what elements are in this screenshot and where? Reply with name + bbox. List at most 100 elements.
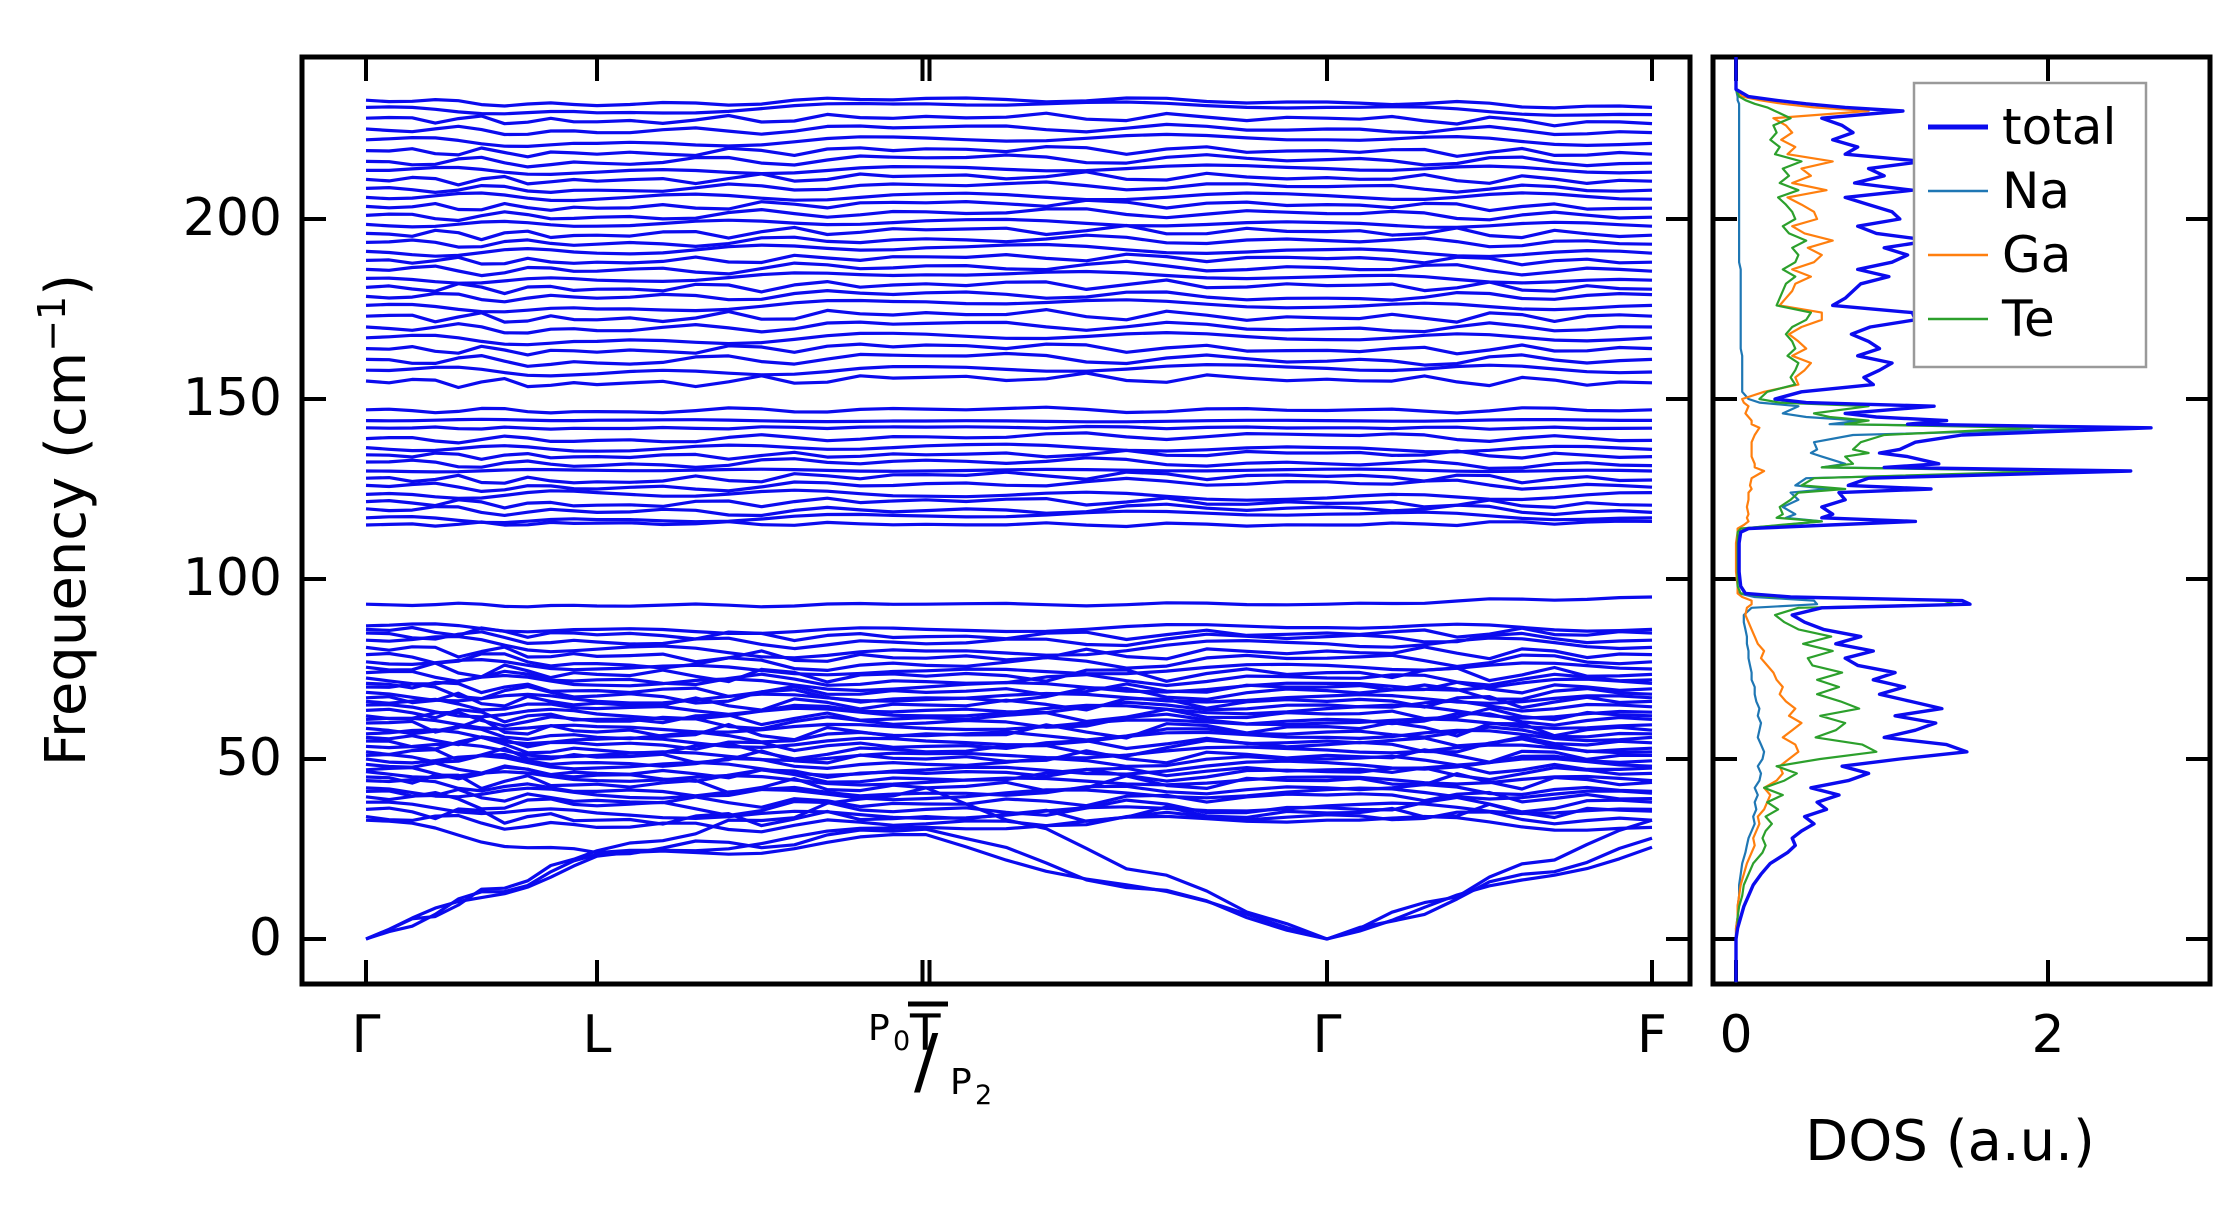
band-line (365, 770, 1653, 787)
band-line (365, 132, 1653, 148)
t-point: T (909, 1004, 941, 1062)
xtick-label-P0-P2: P 0 T / P 2 (868, 1001, 992, 1111)
band-line (365, 630, 1653, 651)
band-line (365, 191, 1653, 203)
band-line (365, 728, 1653, 749)
band-line (365, 697, 1653, 716)
band-line (365, 717, 1653, 742)
band-line (365, 673, 1653, 694)
band-line (365, 289, 1653, 304)
dos-panel-frame (1710, 54, 2213, 987)
band-line (365, 742, 1653, 763)
band-line (365, 691, 1653, 712)
chart-layer (299, 54, 2213, 987)
ytick-label-200: 200 (183, 188, 282, 248)
band-line (365, 145, 1653, 159)
band-line (365, 488, 1653, 502)
y-axis-label-superscript: −1 (30, 296, 74, 352)
legend-label-na: Na (2002, 162, 2070, 220)
band-line (365, 791, 1653, 817)
legend-label-te: Te (2001, 290, 2055, 348)
band-line (365, 625, 1653, 643)
xtick-label-F: F (1637, 1005, 1667, 1065)
band-line (365, 111, 1653, 128)
band-line (365, 207, 1653, 223)
band-line (365, 331, 1653, 347)
band-line (365, 100, 1653, 117)
band-line (365, 442, 1653, 454)
band-line (365, 787, 1653, 809)
dos-curve-total (1734, 57, 2153, 983)
band-line (365, 217, 1653, 229)
band-line (365, 180, 1653, 194)
legend-label-total: total (2002, 98, 2116, 156)
band-line (365, 320, 1653, 335)
ytick-label-0: 0 (249, 908, 282, 968)
band-line (365, 496, 1653, 510)
band-line (365, 363, 1653, 378)
band-line (365, 342, 1653, 357)
band-line (365, 223, 1653, 242)
band-line (365, 242, 1653, 259)
band-line (365, 735, 1653, 761)
band-line (365, 519, 1653, 529)
xtick-label-L: L (583, 1005, 612, 1065)
band-line (365, 417, 1652, 424)
band-line (365, 800, 1653, 820)
p2-sup: P (950, 1062, 972, 1103)
band-line (365, 456, 1653, 470)
xtick-label-gamma-1: Γ (352, 1005, 381, 1065)
band-line (365, 690, 1653, 705)
band-line (365, 278, 1653, 296)
band-line (365, 259, 1653, 278)
legend: total Na Ga Te (1912, 81, 2148, 369)
p0-sup: P (868, 1008, 890, 1049)
band-line (365, 96, 1653, 110)
band-line (365, 752, 1653, 770)
band-line (365, 252, 1653, 267)
band-line (365, 371, 1653, 390)
band-line (365, 470, 1653, 485)
band-line (365, 786, 1653, 802)
band-line (365, 308, 1653, 324)
dos-xtick-label-0: 0 (1719, 1005, 1752, 1065)
ytick-label-100: 100 (183, 548, 282, 608)
y-axis-label: Frequency (cm−1) (30, 274, 99, 766)
band-line (365, 724, 1653, 744)
dos-curve-Na (1734, 57, 2120, 983)
band-line (365, 754, 1653, 777)
band-line (365, 467, 1653, 474)
band-line (365, 298, 1653, 314)
band-line (365, 233, 1653, 249)
band-line (365, 153, 1653, 169)
band-line (365, 198, 1653, 213)
band-line (365, 269, 1653, 285)
band-line (365, 669, 1653, 688)
p0-sub: 0 (893, 1026, 910, 1057)
band-line (365, 170, 1653, 187)
band-line (365, 772, 1653, 795)
band-line (365, 622, 1653, 635)
band-line (366, 163, 1653, 176)
band-line (365, 509, 1653, 525)
dos-xtick-label-2: 2 (2031, 1005, 2064, 1065)
band-line (365, 706, 1653, 727)
band-line (365, 431, 1653, 445)
band-line (365, 424, 1653, 431)
p2-sub: 2 (975, 1080, 992, 1111)
band-line (365, 827, 1653, 941)
xtick-label-gamma-2: Γ (1313, 1005, 1342, 1065)
band-line (365, 802, 1653, 828)
ytick-label-50: 50 (216, 728, 282, 788)
band-line (365, 651, 1653, 672)
legend-label-ga: Ga (2002, 226, 2071, 284)
band-panel-frame (299, 54, 1693, 987)
band-line (365, 680, 1653, 698)
dos-curve-Te (1734, 57, 2057, 983)
band-line (365, 778, 1653, 798)
band-line (365, 595, 1653, 609)
junction-slash: / (914, 1019, 939, 1103)
band-line (365, 122, 1653, 137)
